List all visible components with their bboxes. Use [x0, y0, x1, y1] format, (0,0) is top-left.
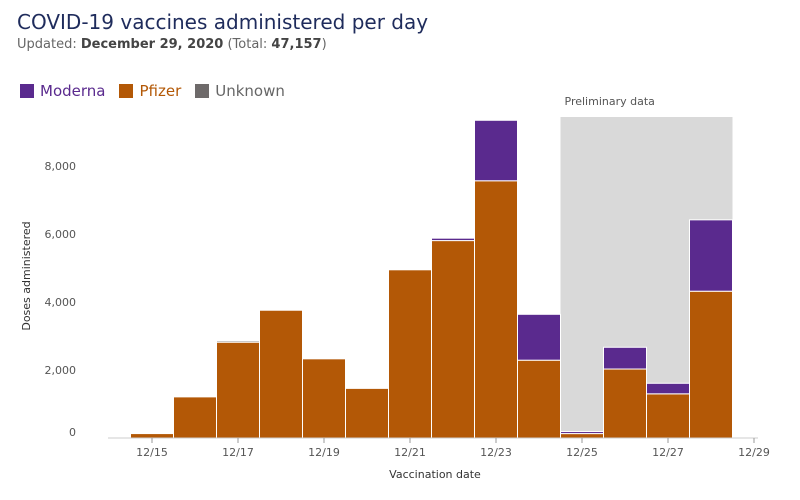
bar-pfizer-12-23[interactable] [474, 180, 518, 439]
total-suffix: ) [321, 37, 327, 52]
legend-item-moderna[interactable]: Moderna [20, 82, 105, 100]
bar-pfizer-12-27[interactable] [646, 393, 690, 439]
x-tick-label: 12/17 [222, 446, 254, 459]
y-tick-label: 8,000 [45, 160, 77, 173]
x-tick-label: 12/27 [652, 446, 684, 459]
legend-label-pfizer: Pfizer [139, 82, 182, 100]
bar-moderna-12-24[interactable] [517, 313, 561, 361]
y-tick-label: 4,000 [45, 296, 77, 309]
bar-moderna-12-25[interactable] [560, 431, 604, 435]
bar-unknown-12-22[interactable] [431, 236, 475, 239]
y-axis-label: Doses administered [20, 221, 33, 330]
x-tick-label: 12/15 [136, 446, 168, 459]
chart-title: COVID-19 vaccines administered per day [17, 10, 429, 34]
bar-pfizer-12-19[interactable] [302, 358, 346, 439]
bar-pfizer-12-16[interactable] [173, 396, 217, 439]
x-tick-label: 12/29 [738, 446, 770, 459]
x-axis-label: Vaccination date [389, 468, 481, 481]
legend-label-unknown: Unknown [215, 82, 285, 100]
bar-pfizer-12-18[interactable] [259, 309, 303, 439]
legend-item-unknown[interactable]: Unknown [195, 82, 285, 100]
bar-pfizer-12-22[interactable] [431, 240, 475, 439]
bar-pfizer-12-28[interactable] [689, 290, 733, 439]
bar-moderna-12-27[interactable] [646, 382, 690, 395]
legend-label-moderna: Moderna [40, 82, 106, 100]
bar-unknown-12-17[interactable] [216, 340, 260, 343]
bar-pfizer-12-26[interactable] [603, 368, 647, 439]
updated-date: December 29, 2020 [80, 37, 224, 52]
x-tick-label: 12/25 [566, 446, 598, 459]
bar-moderna-12-28[interactable] [689, 219, 733, 292]
chart-subtitle: Updated: December 29, 2020 (Total: 47,15… [17, 37, 327, 52]
x-tick-label: 12/23 [480, 446, 512, 459]
bar-pfizer-12-20[interactable] [345, 387, 389, 439]
legend-swatch-pfizer [119, 84, 134, 98]
updated-prefix: Updated: [17, 37, 81, 52]
bar-pfizer-12-17[interactable] [216, 341, 260, 439]
chart-legend: Moderna Pfizer Unknown [20, 82, 285, 100]
y-tick-label: 6,000 [45, 228, 77, 241]
bar-pfizer-12-15[interactable] [130, 433, 174, 439]
y-tick-label: 0 [69, 426, 76, 439]
preliminary-label: Preliminary data [565, 95, 655, 108]
x-tick-label: 12/19 [308, 446, 340, 459]
total-prefix: (Total: [223, 37, 272, 52]
y-tick-label: 2,000 [45, 364, 77, 377]
legend-swatch-unknown [195, 84, 210, 98]
bar-pfizer-12-21[interactable] [388, 269, 432, 439]
bar-moderna-12-26[interactable] [603, 346, 647, 370]
legend-item-pfizer[interactable]: Pfizer [119, 82, 181, 100]
bar-pfizer-12-24[interactable] [517, 359, 561, 439]
total-value: 47,157 [271, 37, 322, 52]
bar-moderna-12-23[interactable] [474, 119, 518, 182]
x-tick-label: 12/21 [394, 446, 426, 459]
legend-swatch-moderna [20, 84, 34, 98]
bar-pfizer-12-25[interactable] [560, 433, 604, 439]
